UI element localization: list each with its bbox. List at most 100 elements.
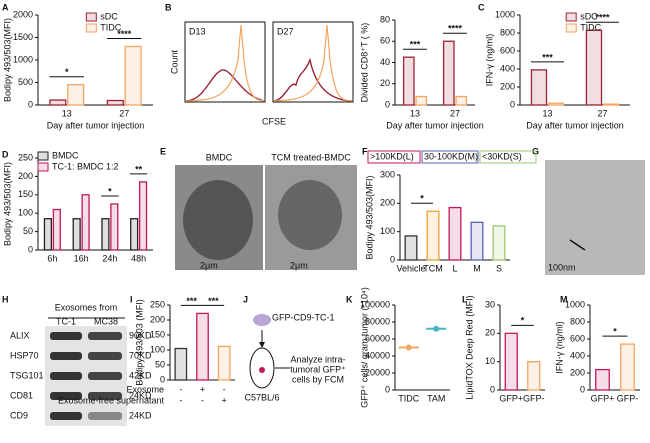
scale-bar: 100nm bbox=[548, 262, 576, 272]
bar bbox=[595, 368, 610, 391]
axis-label: CFSE bbox=[262, 116, 286, 126]
y-axis-label: Bodipy 493/503(MFI) bbox=[2, 18, 12, 102]
blot-header: Exosomes from bbox=[55, 302, 118, 312]
y-axis-label: GFP⁺ cells/ gram tumor (*10⁴) bbox=[359, 287, 369, 408]
bar bbox=[470, 221, 484, 261]
y-tick-label: 20 bbox=[380, 78, 390, 88]
row-mark: + bbox=[200, 384, 205, 394]
y-axis-label: Bodipy 493/503(MFI) bbox=[2, 162, 12, 246]
bar bbox=[130, 218, 139, 251]
bar bbox=[81, 194, 90, 251]
axis-label: Count bbox=[169, 50, 179, 75]
x-tick-label: S bbox=[496, 263, 502, 273]
band bbox=[88, 352, 122, 360]
band bbox=[50, 332, 82, 340]
y-tick-label: 800 bbox=[570, 316, 585, 326]
readout: cells by FCM bbox=[292, 374, 344, 384]
significance: **** bbox=[595, 13, 610, 23]
protein-label: CD9 bbox=[10, 410, 28, 420]
y-tick-label: 20000 bbox=[365, 367, 390, 377]
y-axis-label: Divided CD8⁺T ( %) bbox=[359, 23, 369, 103]
band bbox=[50, 392, 82, 400]
x-tick-label: 27 bbox=[597, 108, 607, 118]
panel-letter: E bbox=[160, 146, 166, 156]
bar bbox=[196, 312, 209, 381]
legend-label: >100KD(L) bbox=[370, 151, 414, 161]
row-mark: + bbox=[222, 395, 227, 405]
significance: * bbox=[521, 316, 525, 326]
bar bbox=[72, 218, 81, 251]
y-tick-label: 300 bbox=[380, 169, 395, 179]
schematic bbox=[249, 314, 290, 389]
y-tick-label: 200 bbox=[18, 171, 33, 181]
legend-swatch bbox=[565, 23, 577, 33]
y-tick-label: 600 bbox=[500, 45, 515, 55]
y-tick-label: 250 bbox=[18, 152, 33, 162]
bar bbox=[217, 345, 231, 381]
y-tick-label: 0 bbox=[510, 99, 515, 109]
legend-label: <30KD(S) bbox=[482, 151, 522, 161]
cell bbox=[278, 180, 342, 250]
bar bbox=[52, 208, 61, 251]
bar bbox=[620, 343, 635, 391]
panel-letter: F bbox=[362, 146, 368, 156]
y-tick-label: 40000 bbox=[365, 350, 390, 360]
x-tick-label: 27 bbox=[119, 108, 129, 118]
y-tick-label: 80 bbox=[380, 14, 390, 24]
legend-box bbox=[367, 150, 421, 164]
significance: * bbox=[108, 186, 112, 196]
y-tick-label: 2000 bbox=[13, 9, 33, 19]
legend-swatch bbox=[565, 12, 577, 22]
row-mark: - bbox=[201, 395, 204, 405]
legend-swatch bbox=[85, 12, 97, 22]
y-tick-label: 200 bbox=[570, 367, 585, 377]
y-tick-label: 1000 bbox=[565, 299, 585, 309]
band bbox=[50, 412, 82, 420]
legend-box bbox=[421, 150, 479, 164]
panel-letter: K bbox=[346, 294, 353, 304]
x-tick-label: 13 bbox=[62, 108, 72, 118]
panel-letter: A bbox=[2, 2, 9, 12]
legend-label: TIDC bbox=[580, 22, 601, 32]
bar bbox=[106, 99, 124, 106]
panel-letter: C bbox=[478, 2, 485, 12]
y-tick-label: 40 bbox=[380, 57, 390, 67]
scale-bar: 2μm bbox=[200, 260, 218, 270]
y-tick-label: 1000 bbox=[13, 54, 33, 64]
panel-letter: J bbox=[243, 294, 248, 304]
tem-image bbox=[545, 160, 645, 275]
readout: tumoral GFP⁺ bbox=[290, 364, 346, 374]
y-tick-label: 150 bbox=[18, 189, 33, 199]
y-axis-label: Bodipy 493/503(MFI) bbox=[364, 175, 374, 259]
legend-label: TC-1: BMDC 1:2 bbox=[52, 161, 119, 171]
legend-label: sDC bbox=[580, 11, 598, 21]
x-axis-label: Day after tumor injection bbox=[526, 120, 624, 130]
row-label: Exosome-free supernatant bbox=[58, 395, 165, 405]
size-label: 42KD bbox=[129, 370, 152, 380]
y-tick-label: 80000 bbox=[365, 316, 390, 326]
panel-letter: M bbox=[560, 294, 568, 304]
protein-label: HSP70 bbox=[10, 350, 39, 360]
y-tick-label: 0 bbox=[28, 99, 33, 109]
row-mark: - bbox=[223, 384, 226, 394]
y-tick-label: 200 bbox=[380, 198, 395, 208]
legend-swatch bbox=[37, 151, 49, 161]
band bbox=[88, 332, 122, 340]
x-tick-label: TIDC bbox=[398, 393, 419, 403]
bar bbox=[455, 95, 468, 106]
panel-letter: I bbox=[130, 294, 133, 304]
significance: *** bbox=[208, 296, 219, 306]
x-tick-label: GFP- bbox=[523, 393, 545, 403]
x-tick-label: 6h bbox=[47, 253, 57, 263]
significance: * bbox=[65, 67, 69, 77]
y-tick-label: 10 bbox=[485, 356, 495, 366]
size-label: 70KD bbox=[129, 350, 152, 360]
x-tick-label: M bbox=[473, 263, 481, 273]
y-tick-label: 50 bbox=[155, 359, 165, 369]
protein-label: CD81 bbox=[10, 390, 33, 400]
y-tick-label: 20 bbox=[485, 328, 495, 338]
legend-swatch bbox=[37, 162, 49, 172]
x-tick-label: TCM bbox=[423, 263, 443, 273]
x-tick-label: TAM bbox=[427, 393, 445, 403]
